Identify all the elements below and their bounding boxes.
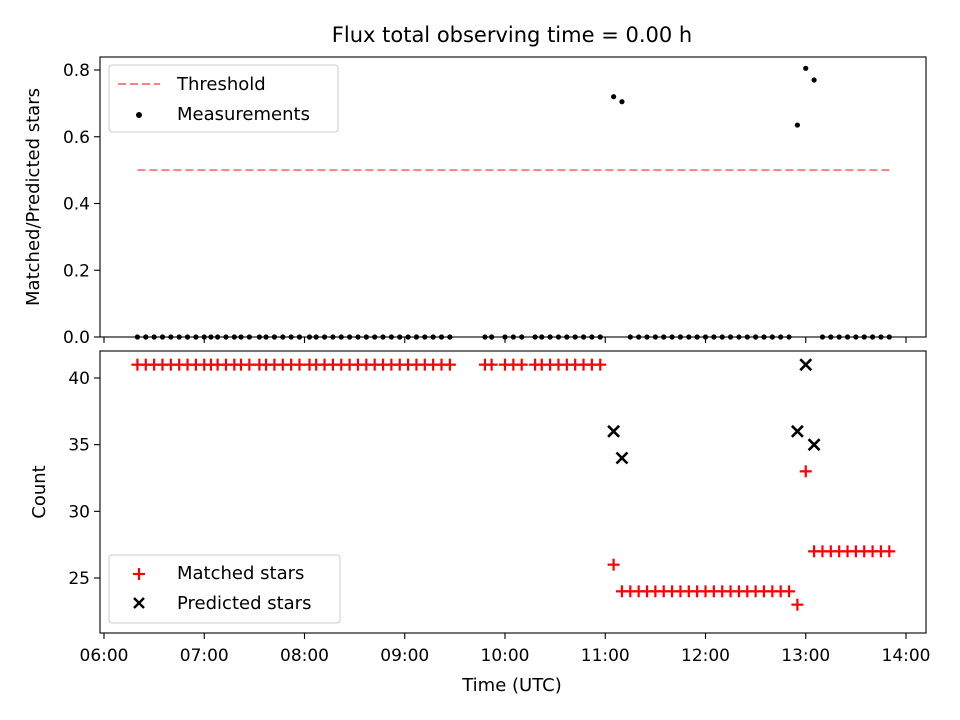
count-x-tick: 11:00 xyxy=(581,633,630,666)
predicted-legend-swatch xyxy=(133,597,145,609)
measurements-legend-label: Measurements xyxy=(177,104,310,125)
matched-star-point xyxy=(293,358,306,371)
ratio-y-tick: 0.8 xyxy=(63,61,100,81)
count-plot-frame xyxy=(99,350,927,634)
measurement-point xyxy=(811,77,817,83)
count-x-tick-label: 09:00 xyxy=(380,646,429,666)
count-x-tick-label: 06:00 xyxy=(80,646,129,666)
predicted-star-point xyxy=(807,438,821,452)
predicted-star-point xyxy=(799,358,813,372)
predicted-star-point xyxy=(790,424,804,438)
ratio-y-axis-label: Matched/Predicted stars xyxy=(23,88,44,306)
ratio-y-tick-label: 0.0 xyxy=(63,328,90,348)
ratio-y-tick: 0.6 xyxy=(63,128,100,148)
count-legend-box xyxy=(108,554,341,624)
matched-legend-swatch xyxy=(133,568,145,580)
count-x-tick: 13:00 xyxy=(781,633,830,666)
count-points xyxy=(131,358,896,611)
matched-star-point xyxy=(243,358,256,371)
predicted-legend-label: Predicted stars xyxy=(177,593,311,614)
ratio-y-tick-label: 0.4 xyxy=(63,195,90,215)
ratio-legend-box xyxy=(108,64,339,133)
count-y-tick: 40 xyxy=(68,369,100,389)
count-x-axis: 06:00 07:00 08:00 09:00 10:00 11:00 12:00 13:00… xyxy=(80,633,931,666)
count-x-tick-label: 14:00 xyxy=(882,646,931,666)
count-x-tick-label: 08:00 xyxy=(280,646,329,666)
threshold-legend-label: Threshold xyxy=(176,74,266,95)
matched-star-point xyxy=(783,585,796,598)
matched-star-point xyxy=(443,358,456,371)
count-x-tick: 07:00 xyxy=(180,633,229,666)
measurement-point xyxy=(611,94,617,100)
matched-star-point xyxy=(791,598,804,611)
ratio-y-axis: 0.0 0.2 0.4 0.6 0.8 xyxy=(63,61,100,348)
ratio-y-tick-label: 0.8 xyxy=(63,61,90,81)
count-x-axis-label: Time (UTC) xyxy=(461,675,562,696)
count-legend: Matched stars Predicted stars xyxy=(108,554,341,624)
matched-legend-label: Matched stars xyxy=(177,563,304,584)
count-x-tick-label: 10:00 xyxy=(481,646,530,666)
count-x-tick-label: 07:00 xyxy=(180,646,229,666)
ratio-y-tick-label: 0.2 xyxy=(63,261,90,281)
ratio-plot-frame xyxy=(99,56,927,338)
matched-star-point xyxy=(485,358,498,371)
matched-star-point xyxy=(594,358,607,371)
count-y-tick-label: 35 xyxy=(68,436,90,456)
count-y-tick-label: 30 xyxy=(68,502,90,522)
count-y-tick-label: 25 xyxy=(68,569,90,589)
predicted-star-point xyxy=(615,451,629,465)
ratio-x-ticks xyxy=(103,337,907,343)
count-x-tick: 10:00 xyxy=(481,633,530,666)
count-x-tick: 14:00 xyxy=(882,633,931,666)
predicted-star-point xyxy=(607,424,621,438)
count-x-tick: 09:00 xyxy=(380,633,429,666)
count-panel: 25 30 35 40 06:00 07:00 08:00 09:00 10:00 11:00 1… xyxy=(29,350,931,696)
measurement-point xyxy=(794,122,800,128)
ratio-panel: 0.00.20.40.60.8 Matched/Predicted stars … xyxy=(23,56,927,348)
ratio-y-tick: 0.4 xyxy=(63,195,100,215)
count-y-axis-label: Count xyxy=(29,465,50,518)
ratio-y-tick: 0.2 xyxy=(63,261,100,281)
count-x-tick: 08:00 xyxy=(280,633,329,666)
count-y-tick-label: 40 xyxy=(68,369,90,389)
matched-star-point xyxy=(799,465,812,478)
count-y-tick: 25 xyxy=(68,569,100,589)
measurement-point xyxy=(803,65,809,71)
measurements-legend-swatch xyxy=(136,112,142,118)
ratio-legend: Threshold Measurements xyxy=(108,64,339,133)
measurement-point xyxy=(619,99,625,105)
count-x-tick: 12:00 xyxy=(681,633,730,666)
count-y-tick: 30 xyxy=(68,502,100,522)
count-y-axis: 25 30 35 40 xyxy=(68,369,100,589)
ratio-y-tick: 0.0 xyxy=(63,328,100,348)
count-x-tick-label: 11:00 xyxy=(581,646,630,666)
matched-star-point xyxy=(883,545,896,558)
count-y-tick: 35 xyxy=(68,436,100,456)
count-x-tick-label: 13:00 xyxy=(781,646,830,666)
count-x-tick: 06:00 xyxy=(80,633,129,666)
matched-star-point xyxy=(607,558,620,571)
ratio-y-tick-label: 0.6 xyxy=(63,128,90,148)
count-x-tick-label: 12:00 xyxy=(681,646,730,666)
matched-star-point xyxy=(515,358,528,371)
figure-title: Flux total observing time = 0.00 h xyxy=(332,23,692,47)
